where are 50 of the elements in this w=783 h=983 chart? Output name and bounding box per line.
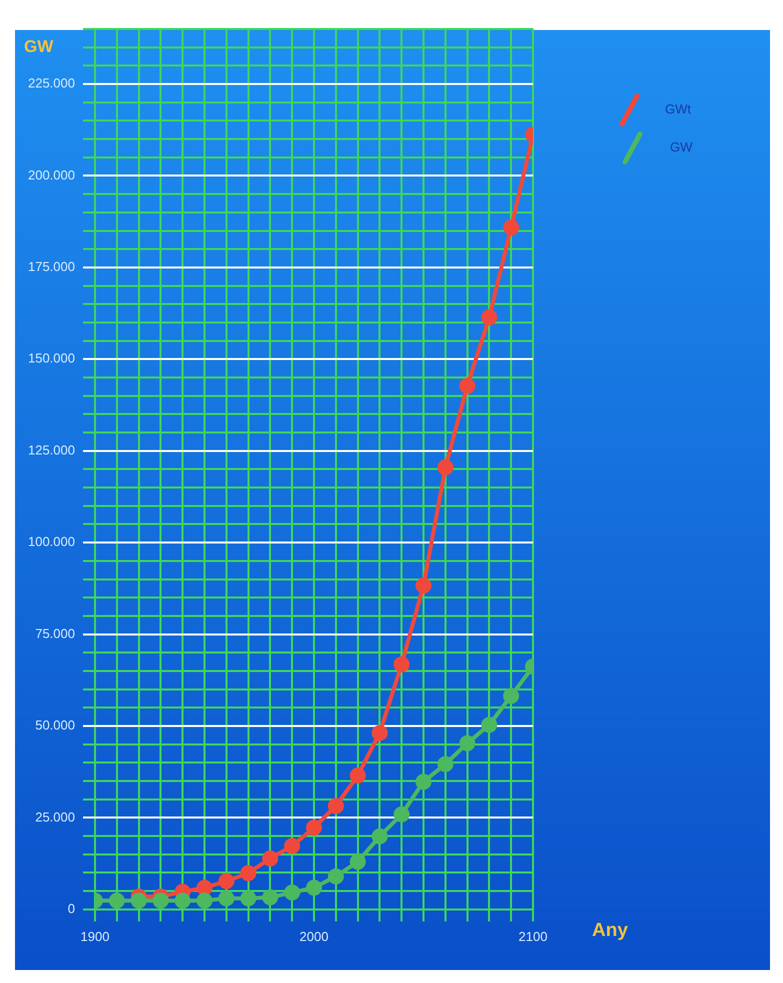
point [284, 838, 300, 854]
point [328, 868, 344, 884]
y-tick-label: 25.000 [35, 809, 75, 824]
point [350, 854, 366, 870]
y-tick-label: 75.000 [35, 626, 75, 641]
x-axis-title: Any [592, 920, 628, 942]
point [240, 890, 256, 906]
point [416, 774, 432, 790]
point [481, 716, 498, 733]
point [437, 459, 454, 476]
y-tick-label: 50.000 [35, 718, 75, 733]
legend-label: GW [670, 140, 694, 155]
legend-label: GWt [665, 102, 692, 117]
y-tick-label: 175.000 [28, 259, 75, 274]
y-tick-label: 125.000 [28, 442, 75, 458]
point [459, 378, 476, 394]
y-tick-label: 150.000 [28, 350, 75, 366]
point [130, 892, 147, 909]
point [503, 688, 520, 704]
point [328, 798, 344, 814]
point [481, 309, 498, 326]
point [416, 577, 432, 594]
point [394, 656, 410, 672]
point [240, 865, 256, 882]
y-tick-label: 200.000 [28, 167, 75, 182]
point [372, 724, 388, 741]
point [372, 828, 388, 844]
point [108, 892, 125, 909]
point [394, 806, 410, 822]
point [437, 756, 454, 772]
point [306, 880, 322, 896]
point [262, 850, 278, 866]
x-tick-label: 2000 [300, 928, 328, 944]
point [152, 892, 169, 909]
y-axis-title: GW [24, 37, 54, 56]
point [262, 889, 278, 906]
point [218, 890, 234, 906]
y-tick-label: 225.000 [28, 76, 75, 91]
y-tick-label: 0 [68, 900, 75, 916]
x-tick-label: 2100 [518, 928, 548, 944]
point [350, 768, 366, 784]
point [174, 892, 191, 909]
point [218, 873, 234, 890]
x-tick-label: 1900 [80, 928, 110, 944]
y-tick-label: 100.000 [28, 534, 75, 550]
point [196, 892, 212, 909]
point [503, 219, 520, 236]
point [459, 735, 476, 752]
point [284, 884, 300, 901]
point [306, 820, 322, 836]
